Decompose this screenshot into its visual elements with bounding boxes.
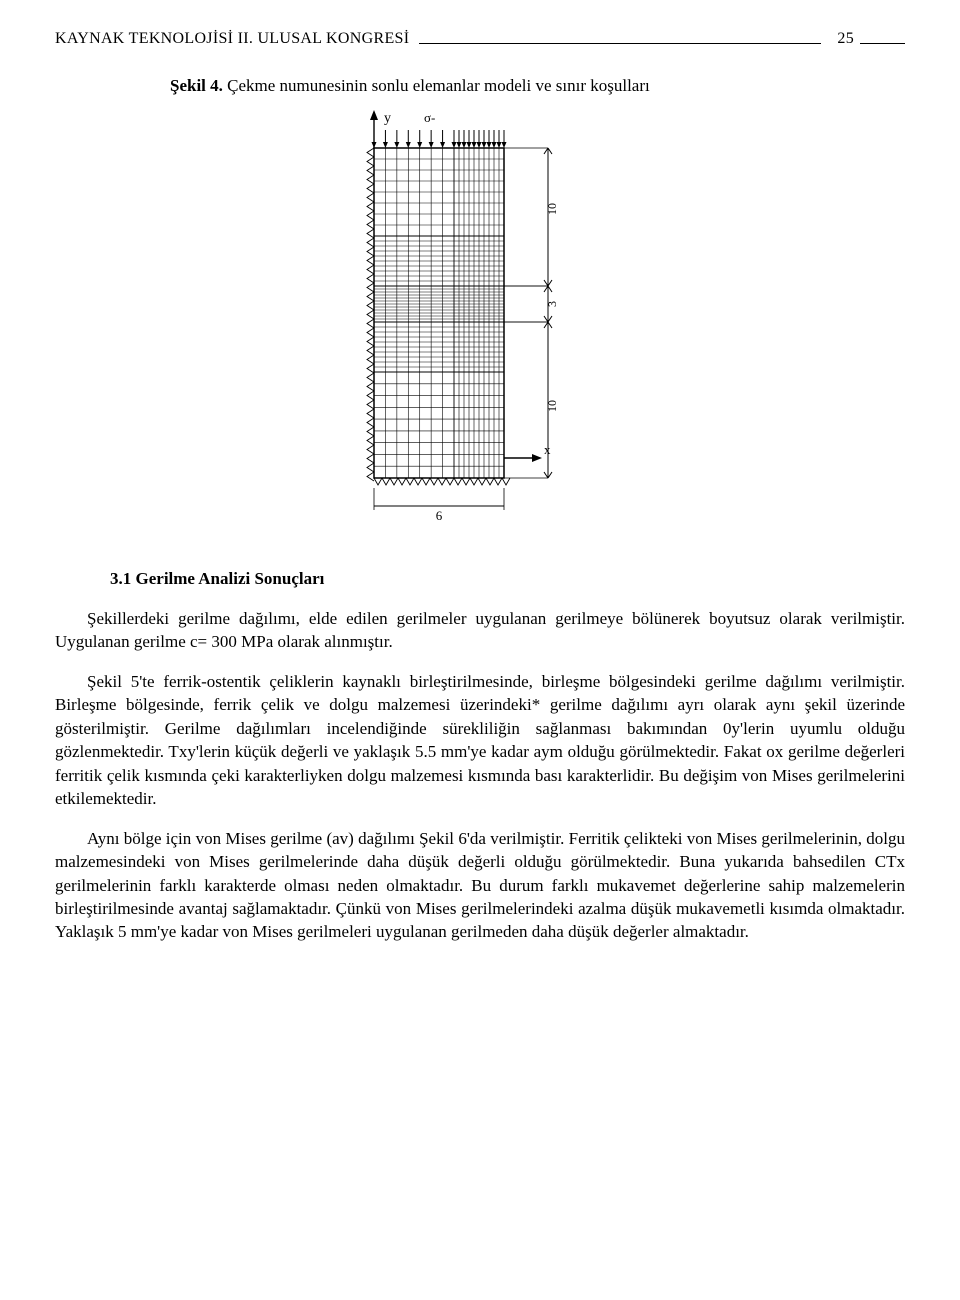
svg-text:y: y	[384, 111, 391, 126]
svg-text:3: 3	[545, 301, 559, 307]
svg-text:σ-: σ-	[424, 110, 435, 125]
figure-svg: yσ-x103106	[310, 108, 650, 528]
svg-text:10: 10	[545, 400, 559, 412]
figure-caption: Şekil 4. Çekme numunesinin sonlu elemanl…	[170, 76, 905, 96]
paragraph-1: Şekillerdeki gerilme dağılımı, elde edil…	[55, 607, 905, 654]
section-heading: 3.1 Gerilme Analizi Sonuçları	[110, 569, 905, 589]
paragraph-2: Şekil 5'te ferrik-ostentik çeliklerin ka…	[55, 670, 905, 811]
paragraph-3: Aynı bölge için von Mises gerilme (av) d…	[55, 827, 905, 944]
svg-text:10: 10	[545, 203, 559, 215]
header-rule-tail	[860, 43, 905, 44]
page: KAYNAK TEKNOLOJİSİ II. ULUSAL KONGRESİ 2…	[0, 0, 960, 1300]
page-number: 25	[837, 30, 854, 48]
header-rule	[419, 43, 821, 44]
header-title: KAYNAK TEKNOLOJİSİ II. ULUSAL KONGRESİ	[55, 30, 409, 48]
running-header: KAYNAK TEKNOLOJİSİ II. ULUSAL KONGRESİ 2…	[55, 30, 905, 48]
figure-4: yσ-x103106	[55, 108, 905, 533]
figure-caption-text: Çekme numunesinin sonlu elemanlar modeli…	[223, 76, 650, 95]
svg-text:6: 6	[436, 508, 443, 523]
figure-caption-label: Şekil 4.	[170, 76, 223, 95]
